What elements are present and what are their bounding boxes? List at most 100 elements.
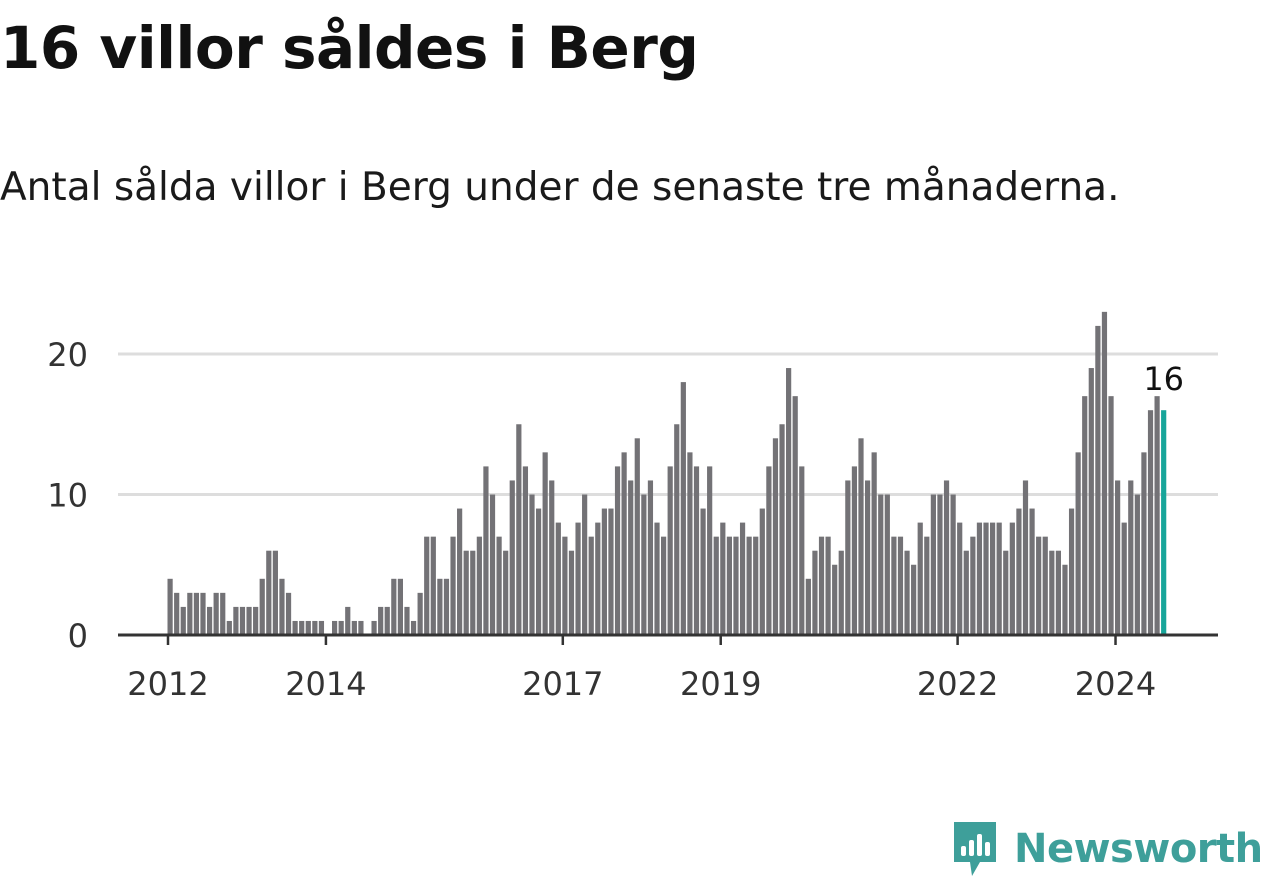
bar <box>772 438 779 635</box>
bar <box>733 536 739 635</box>
bar <box>443 578 450 635</box>
bar <box>233 606 239 635</box>
bar <box>1075 452 1081 635</box>
bar <box>930 494 936 635</box>
bar <box>1055 550 1061 635</box>
bar <box>483 466 489 635</box>
bar <box>1082 396 1088 635</box>
bar <box>786 368 792 635</box>
annotations: 16 <box>1143 360 1184 398</box>
bar <box>950 494 956 635</box>
bar <box>345 606 351 635</box>
y-tick-label: 20 <box>47 336 88 374</box>
bar <box>535 508 542 635</box>
bar <box>292 620 298 635</box>
brand-name: Newsworthy <box>1014 826 1262 872</box>
bar <box>180 606 186 635</box>
bar <box>746 536 752 635</box>
bar <box>753 536 759 635</box>
bar <box>555 522 561 635</box>
bar <box>246 606 252 635</box>
bar <box>206 606 213 635</box>
y-axis-ticks: 0 10 20 <box>47 336 88 655</box>
bar <box>167 578 173 635</box>
bar <box>884 494 890 635</box>
bar <box>496 536 502 635</box>
bar <box>1009 522 1015 635</box>
bar <box>825 536 831 635</box>
bar <box>253 606 259 635</box>
bar <box>937 494 943 635</box>
bar <box>818 536 825 635</box>
bar <box>174 592 180 635</box>
bar <box>549 480 555 635</box>
bar <box>358 620 364 635</box>
bar <box>1088 368 1094 635</box>
bar <box>654 522 660 635</box>
bars <box>167 311 1167 635</box>
bar <box>1115 480 1121 635</box>
bar <box>457 508 463 635</box>
y-tick-label: 10 <box>47 477 88 515</box>
bar <box>904 550 910 635</box>
bar <box>1062 564 1068 635</box>
bar <box>1029 508 1035 635</box>
bar <box>1095 325 1101 635</box>
bar <box>213 592 219 635</box>
bar <box>1036 536 1042 635</box>
bar <box>575 522 581 635</box>
bar <box>384 606 390 635</box>
bar <box>996 522 1002 635</box>
bar <box>1068 508 1075 635</box>
bar <box>707 466 713 635</box>
bar <box>838 550 844 635</box>
bar <box>1003 550 1009 635</box>
bar <box>437 578 443 635</box>
x-tick-label: 2019 <box>680 665 761 703</box>
bar <box>516 424 522 635</box>
bar <box>378 606 384 635</box>
bar <box>272 550 278 635</box>
bar <box>503 550 509 635</box>
bar <box>614 466 621 635</box>
bar <box>812 550 818 635</box>
brand: Newsworthy <box>950 818 1262 880</box>
bar <box>680 382 686 635</box>
bar <box>312 620 318 635</box>
bar <box>878 494 884 635</box>
bar <box>470 550 476 635</box>
bar-highlight <box>1161 410 1167 635</box>
bar <box>983 522 989 635</box>
bar <box>1147 410 1154 635</box>
bar <box>720 522 726 635</box>
bar <box>509 480 515 635</box>
bar <box>667 466 673 635</box>
bar <box>661 536 667 635</box>
bar <box>279 578 285 635</box>
bar <box>687 452 693 635</box>
bar <box>739 522 746 635</box>
bar <box>1141 452 1147 635</box>
bar <box>529 494 535 635</box>
bar <box>200 592 206 635</box>
bar <box>371 620 377 635</box>
x-tick-label: 2012 <box>127 665 208 703</box>
bar <box>851 466 858 635</box>
bar <box>305 620 311 635</box>
bar <box>424 536 430 635</box>
bar <box>1049 550 1055 635</box>
bar <box>220 592 226 635</box>
bar <box>1016 508 1022 635</box>
bar <box>299 620 305 635</box>
bar <box>700 508 706 635</box>
bar <box>285 592 292 635</box>
bar <box>332 620 338 635</box>
x-tick-label: 2024 <box>1075 665 1156 703</box>
bar <box>187 592 193 635</box>
bar <box>792 396 798 635</box>
bar <box>522 466 529 635</box>
bar <box>1108 396 1114 635</box>
bar <box>476 536 482 635</box>
bar <box>864 480 871 635</box>
bar <box>582 494 588 635</box>
